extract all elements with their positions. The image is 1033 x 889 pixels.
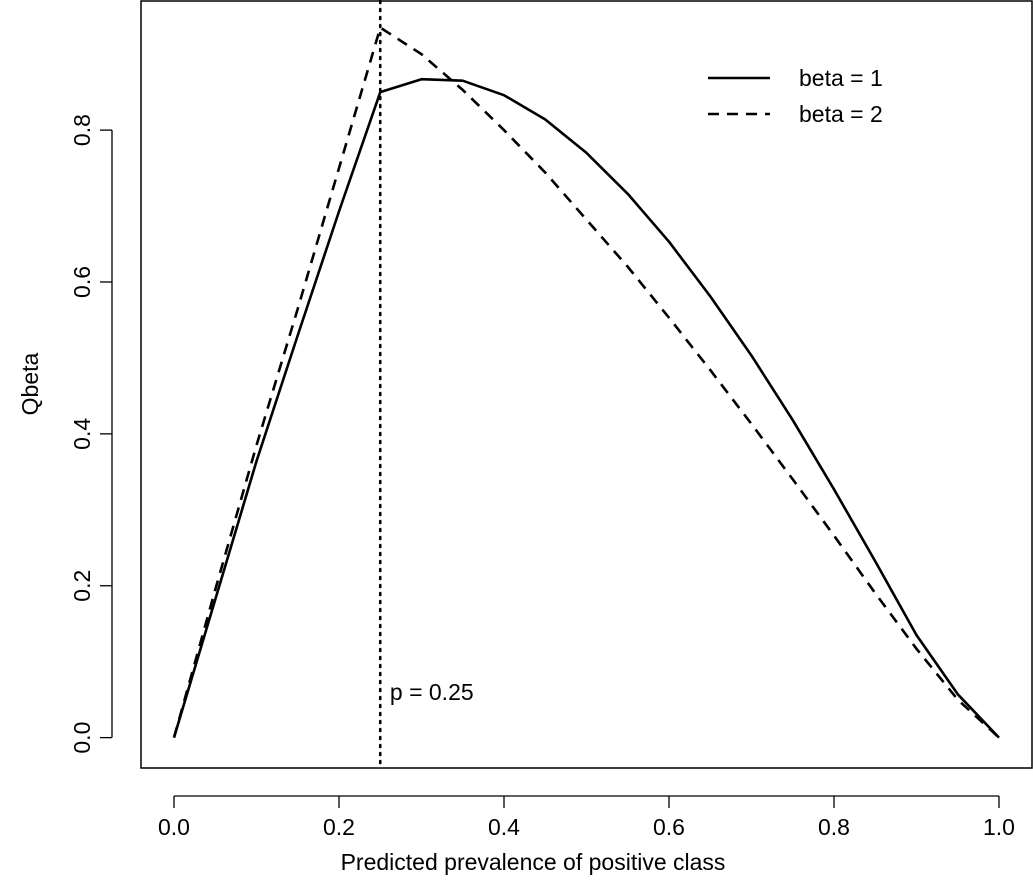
x-tick-label: 1.0 <box>983 814 1015 840</box>
x-tick-label: 0.6 <box>653 814 685 840</box>
y-tick-label: 0.2 <box>69 570 95 602</box>
y-tick-label: 0.0 <box>69 722 95 754</box>
legend-label: beta = 2 <box>799 101 883 127</box>
series-line-1 <box>172 77 1000 739</box>
annotations: p = 0.25 <box>390 679 474 705</box>
y-axis: 0.0 0.2 0.4 0.6 0.8 <box>69 114 113 754</box>
y-tick-label: 0.6 <box>69 266 95 298</box>
legend-label: beta = 1 <box>799 65 883 91</box>
x-tick-label: 0.8 <box>818 814 850 840</box>
x-tick-label: 0.4 <box>488 814 520 840</box>
y-axis-label: Qbeta <box>17 352 43 415</box>
annotation-text: p = 0.25 <box>390 679 474 705</box>
y-tick-label: 0.4 <box>69 418 95 450</box>
series-line-2 <box>172 26 1000 739</box>
x-tick-label: 0.2 <box>323 814 355 840</box>
y-tick-label: 0.8 <box>69 114 95 146</box>
plot-frame <box>140 0 1033 769</box>
legend: beta = 1 beta = 2 <box>708 65 883 127</box>
x-axis-label: Predicted prevalence of positive class <box>341 849 726 875</box>
x-tick-label: 0.0 <box>158 814 190 840</box>
series-layer <box>172 26 1000 739</box>
x-axis: 0.0 0.2 0.4 0.6 0.8 1.0 <box>158 795 1015 840</box>
